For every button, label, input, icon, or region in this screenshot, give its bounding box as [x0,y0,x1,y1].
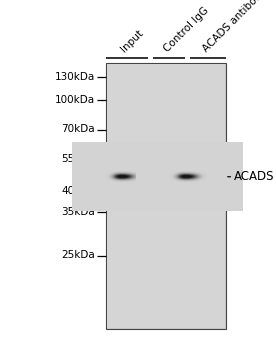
Text: 35kDa: 35kDa [61,207,95,217]
Text: Input: Input [118,27,145,54]
Text: ACADS antibody: ACADS antibody [201,0,269,54]
Text: Control IgG: Control IgG [162,5,211,54]
Text: 40kDa: 40kDa [61,186,95,196]
Bar [107,64,225,328]
Bar [106,63,226,329]
Text: 25kDa: 25kDa [61,251,95,260]
Text: ACADS: ACADS [234,170,275,183]
Text: 70kDa: 70kDa [61,125,95,134]
Text: 55kDa: 55kDa [61,154,95,164]
Text: 130kDa: 130kDa [54,72,95,82]
Text: 100kDa: 100kDa [55,95,95,105]
